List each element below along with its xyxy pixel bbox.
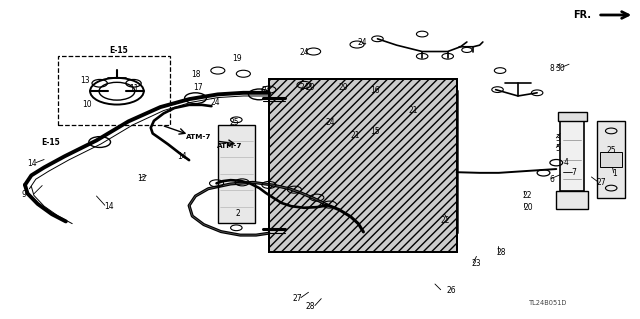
Text: 24: 24 [357,38,367,47]
Text: 5: 5 [556,144,561,153]
Text: 14: 14 [104,202,114,211]
Text: E-15: E-15 [109,46,128,56]
Text: 12: 12 [137,174,146,183]
Text: 24: 24 [261,86,271,95]
Bar [600,152,622,167]
Text: 24: 24 [300,48,309,57]
Text: 11: 11 [130,84,139,93]
Bar [269,78,458,252]
Text: 22: 22 [440,216,449,225]
Text: 27: 27 [596,178,606,187]
Text: 8: 8 [550,63,555,72]
Text: 20: 20 [523,203,532,212]
Text: 7: 7 [571,168,576,177]
Text: 10: 10 [83,100,92,109]
Text: 28: 28 [496,248,506,257]
Text: 15: 15 [370,127,380,136]
Text: ATM-7: ATM-7 [216,143,242,149]
Text: 27: 27 [292,294,302,303]
Text: 21: 21 [351,131,360,140]
Text: 18: 18 [191,70,200,79]
Text: 19: 19 [232,54,241,63]
Bar [597,122,625,197]
Text: 4: 4 [564,158,569,167]
Text: 28: 28 [306,302,316,311]
Text: 21: 21 [408,107,418,115]
Text: 22: 22 [522,190,532,200]
Text: 24: 24 [210,99,220,108]
Text: 17: 17 [193,83,203,92]
Text: 14: 14 [28,159,37,168]
Text: E-15: E-15 [41,137,60,146]
Text: 30: 30 [555,63,564,72]
Bar [557,113,587,122]
Text: 9: 9 [21,190,26,199]
Text: 1: 1 [612,169,617,178]
Text: 3: 3 [556,134,561,143]
Text: 13: 13 [81,76,90,85]
Text: 23: 23 [472,259,482,268]
Text: 29: 29 [306,83,316,92]
Text: 25: 25 [606,146,616,155]
Bar [556,191,588,209]
Text: 16: 16 [370,86,380,95]
Text: 26: 26 [447,286,456,295]
Text: 14: 14 [177,152,188,161]
Text: 29: 29 [339,83,348,92]
Text: 2: 2 [236,209,241,218]
Bar [269,78,458,252]
Text: 6: 6 [550,175,555,184]
Bar [218,124,255,223]
Text: 25: 25 [229,117,239,127]
Text: ATM-7: ATM-7 [186,134,211,140]
Bar [560,122,584,191]
Text: FR.: FR. [573,10,591,20]
Text: 24: 24 [300,83,309,92]
Text: 24: 24 [325,117,335,127]
Text: TL24B051D: TL24B051D [529,300,568,306]
Bar [58,56,170,124]
